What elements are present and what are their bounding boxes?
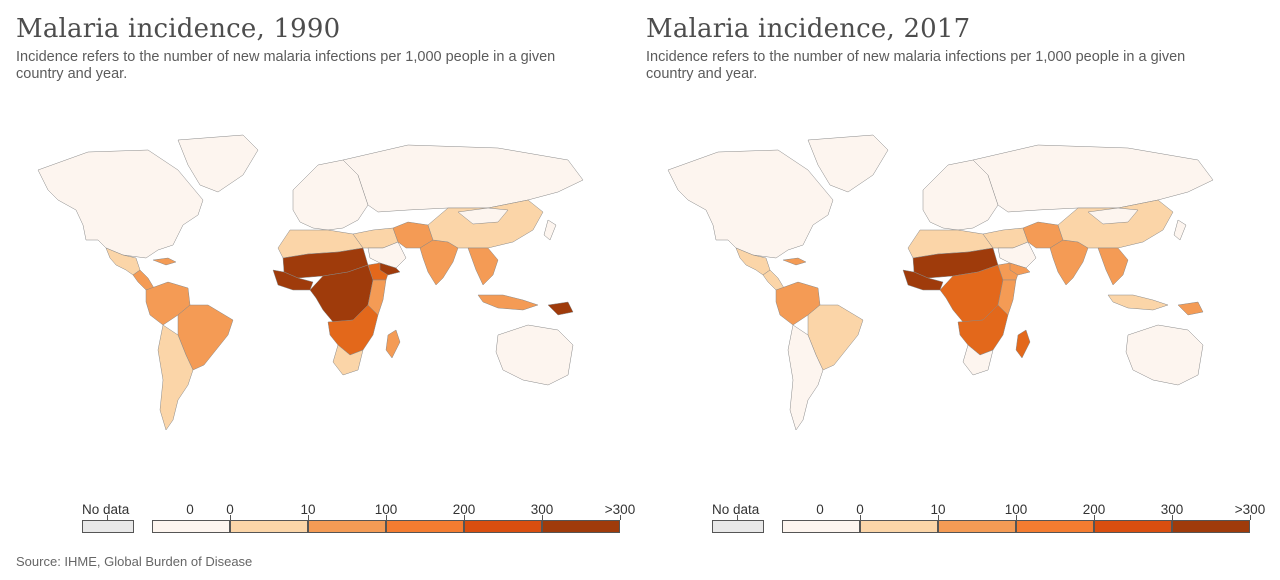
region-russia: [342, 144, 584, 213]
legend-tick: [464, 515, 465, 520]
legend-tick: [107, 515, 108, 520]
region-mongolia: [1087, 207, 1139, 225]
region-indonesia: [1107, 294, 1169, 311]
legend-tick-label: 300: [1160, 502, 1184, 517]
chart-subtitle: Incidence refers to the number of new ma…: [16, 49, 556, 82]
color-legend: No data 0 0 10 100 200 300 >300: [630, 500, 1265, 540]
region-europe: [292, 159, 369, 231]
chart-title: Malaria incidence, 1990: [16, 14, 341, 44]
legend-bin-swatch: [230, 520, 308, 533]
source-note: Source: IHME, Global Burden of Disease: [16, 554, 253, 569]
legend-bin-swatch: [308, 520, 386, 533]
legend-tick-label: 0: [856, 502, 864, 517]
legend-bin-swatch: [464, 520, 542, 533]
legend-nodata-swatch: [82, 520, 134, 533]
legend-tick: [1016, 515, 1017, 520]
region-southern-africa: [327, 304, 379, 356]
legend-tick-label: 100: [1004, 502, 1028, 517]
legend-tick: [737, 515, 738, 520]
legend-nodata-swatch: [712, 520, 764, 533]
legend-tick-label: >300: [1234, 502, 1266, 517]
legend-tick: [1172, 515, 1173, 520]
region-caribbean: [782, 257, 807, 266]
legend-tick: [230, 515, 231, 520]
legend-tick: [620, 515, 621, 520]
region-australia: [1125, 324, 1204, 386]
legend-tick-label: 0: [226, 502, 234, 517]
region-europe: [922, 159, 999, 231]
region-north-america: [667, 149, 834, 259]
legend-bin-swatch: [1016, 520, 1094, 533]
color-legend: No data 0 0 10 100 200 300 >300: [0, 500, 635, 540]
legend-tick-label: 300: [530, 502, 554, 517]
map-panel-2017: Malaria incidence, 2017 Incidence refers…: [630, 0, 1265, 540]
region-japan: [1173, 219, 1187, 241]
legend-bin-swatch: [386, 520, 464, 533]
region-south-america-south: [157, 324, 194, 431]
legend-tick-label: 200: [452, 502, 476, 517]
region-southeast-asia: [1097, 247, 1129, 286]
region-png: [1177, 301, 1204, 316]
region-central-america: [762, 269, 785, 291]
legend-tick-label: 10: [930, 502, 946, 517]
legend-bin-swatch: [1094, 520, 1172, 533]
legend-tick: [386, 515, 387, 520]
map-panel-1990: Malaria incidence, 1990 Incidence refers…: [0, 0, 635, 540]
region-india: [1049, 239, 1089, 286]
legend-tick-label: >300: [604, 502, 636, 517]
region-australia: [495, 324, 574, 386]
region-yemen: [1009, 262, 1031, 276]
legend-tick-label: 200: [1082, 502, 1106, 517]
region-south-america-south: [787, 324, 824, 431]
chart-title: Malaria incidence, 2017: [646, 14, 971, 44]
region-russia: [972, 144, 1214, 213]
region-arabia: [997, 241, 1037, 269]
legend-bin-swatch: [782, 520, 860, 533]
legend-tick-label: 0: [186, 502, 194, 517]
region-japan: [543, 219, 557, 241]
region-greenland: [807, 134, 889, 193]
legend-tick-label: 0: [816, 502, 824, 517]
region-southeast-asia: [467, 247, 499, 286]
region-south-africa: [962, 344, 994, 376]
legend-bin-swatch: [860, 520, 938, 533]
region-yemen: [379, 262, 401, 276]
legend-tick-label: 10: [300, 502, 316, 517]
region-png: [547, 301, 574, 316]
legend-tick: [308, 515, 309, 520]
region-southern-africa: [957, 304, 1009, 356]
legend-nodata-label: No data: [82, 502, 130, 517]
region-caribbean: [152, 257, 177, 266]
world-map: [667, 134, 1214, 431]
region-south-africa: [332, 344, 364, 376]
legend-tick: [1250, 515, 1251, 520]
legend-tick: [860, 515, 861, 520]
region-central-america: [132, 269, 155, 291]
world-map: [37, 134, 584, 431]
legend-nodata-label: No data: [712, 502, 760, 517]
region-madagascar: [385, 329, 401, 359]
region-indonesia: [477, 294, 539, 311]
region-madagascar: [1015, 329, 1031, 359]
region-india: [419, 239, 459, 286]
legend-tick-label: 100: [374, 502, 398, 517]
region-west-africa: [272, 269, 314, 291]
legend-bin-swatch: [542, 520, 620, 533]
legend-tick: [1094, 515, 1095, 520]
legend-bin-swatch: [1172, 520, 1250, 533]
region-north-america: [37, 149, 204, 259]
legend-tick: [938, 515, 939, 520]
region-west-africa: [902, 269, 944, 291]
legend-bin-swatch: [938, 520, 1016, 533]
legend-tick: [542, 515, 543, 520]
legend-bin-swatch: [152, 520, 230, 533]
region-mongolia: [457, 207, 509, 225]
region-arabia: [367, 241, 407, 269]
chart-subtitle: Incidence refers to the number of new ma…: [646, 49, 1186, 82]
region-greenland: [177, 134, 259, 193]
